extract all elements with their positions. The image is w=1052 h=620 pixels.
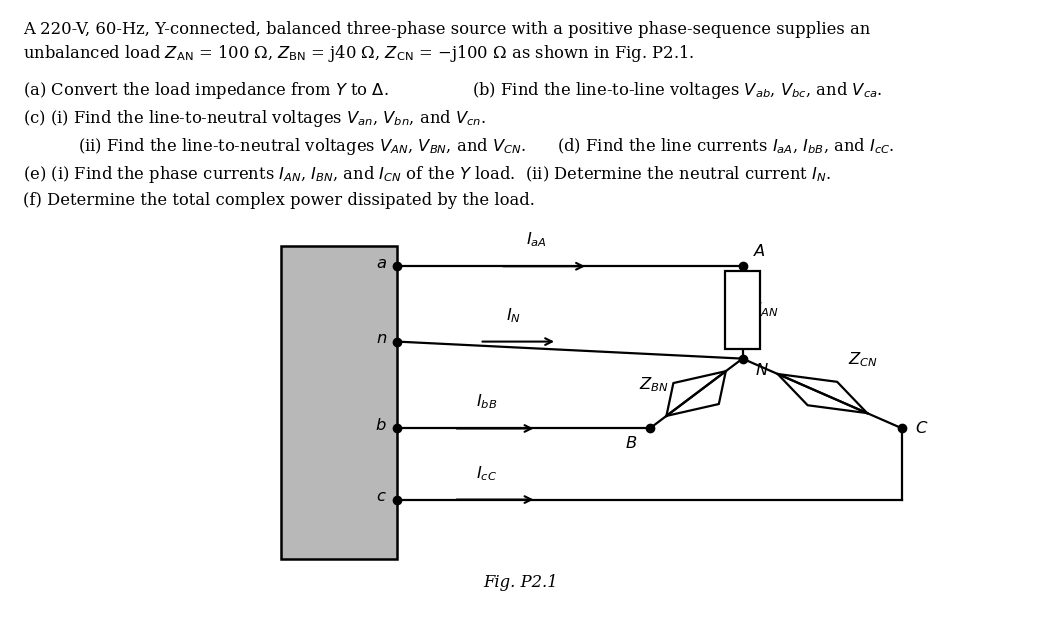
Text: $C$: $C$ bbox=[914, 420, 928, 437]
Text: unbalanced load $Z_{\mathrm{AN}}$ = 100 Ω, $Z_{\mathrm{BN}}$ = j40 Ω, $Z_{\mathr: unbalanced load $Z_{\mathrm{AN}}$ = 100 … bbox=[23, 43, 694, 64]
Text: A 220-V, 60-Hz, Y-connected, balanced three-phase source with a positive phase-s: A 220-V, 60-Hz, Y-connected, balanced th… bbox=[23, 22, 870, 38]
Text: $b$: $b$ bbox=[376, 417, 387, 434]
Text: $B$: $B$ bbox=[625, 435, 638, 451]
Text: (ii) Find the line-to-neutral voltages $V_{AN}$, $V_{BN}$, and $V_{CN}$.: (ii) Find the line-to-neutral voltages $… bbox=[78, 136, 526, 157]
Text: $Z_{BN}$: $Z_{BN}$ bbox=[640, 375, 669, 394]
Text: $N$: $N$ bbox=[755, 361, 769, 379]
Text: $n$: $n$ bbox=[376, 330, 387, 347]
Bar bbox=[281, 246, 398, 559]
Text: $Z_{CN}$: $Z_{CN}$ bbox=[848, 351, 878, 370]
Text: (d) Find the line currents $I_{aA}$, $I_{bB}$, and $I_{cC}$.: (d) Find the line currents $I_{aA}$, $I_… bbox=[557, 136, 894, 156]
Text: Fig. P2.1: Fig. P2.1 bbox=[484, 574, 559, 591]
Text: $I_{cC}$: $I_{cC}$ bbox=[477, 464, 498, 482]
Text: $a$: $a$ bbox=[376, 255, 387, 272]
Text: $c$: $c$ bbox=[376, 488, 387, 505]
Text: $A$: $A$ bbox=[753, 243, 766, 260]
Text: $I_N$: $I_N$ bbox=[506, 306, 521, 325]
Text: $I_{bB}$: $I_{bB}$ bbox=[477, 392, 498, 412]
Text: (a) Convert the load impedance from $Y$ to $\Delta$.: (a) Convert the load impedance from $Y$ … bbox=[23, 81, 388, 101]
Bar bbox=[725, 271, 760, 349]
Text: (f) Determine the total complex power dissipated by the load.: (f) Determine the total complex power di… bbox=[23, 192, 534, 209]
Text: $Z_{AN}$: $Z_{AN}$ bbox=[749, 301, 778, 319]
Text: (b) Find the line-to-line voltages $V_{ab}$, $V_{bc}$, and $V_{ca}$.: (b) Find the line-to-line voltages $V_{a… bbox=[472, 81, 883, 101]
Text: (c) (i) Find the line-to-neutral voltages $V_{an}$, $V_{bn}$, and $V_{cn}$.: (c) (i) Find the line-to-neutral voltage… bbox=[23, 108, 486, 130]
Text: (e) (i) Find the phase currents $I_{AN}$, $I_{BN}$, and $I_{CN}$ of the $Y$ load: (e) (i) Find the phase currents $I_{AN}$… bbox=[23, 164, 831, 185]
Text: $I_{aA}$: $I_{aA}$ bbox=[526, 231, 547, 249]
